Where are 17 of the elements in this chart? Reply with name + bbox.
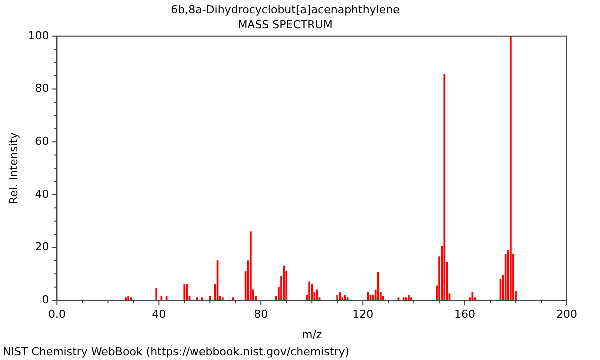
text: NIST Chemistry WebBook (https://webbook.nist.gov/chemistry)	[3, 345, 350, 358]
x-tick-label: 200	[556, 308, 578, 322]
y-tick-label: 20	[35, 240, 50, 254]
y-tick-label: 60	[35, 134, 50, 148]
x-axis-title: m/z	[302, 328, 322, 342]
x-tick-label: 160	[454, 308, 476, 322]
y-axis-title: Rel. Intensity	[7, 132, 20, 204]
chart-title: 6b,8a-Dihydrocyclobut[a]acenaphthylene	[171, 3, 400, 16]
x-tick-label: 0.0	[48, 308, 66, 322]
x-tick-label: 40	[152, 308, 166, 322]
x-tick-label: 80	[254, 308, 268, 322]
y-tick-label: 100	[28, 29, 50, 42]
y-tick-label: 80	[35, 82, 50, 96]
chart-subtitle: MASS SPECTRUM	[238, 18, 333, 32]
y-tick-label: 40	[35, 188, 50, 201]
x-tick-label: 120	[352, 308, 374, 322]
y-tick-label: 0	[42, 293, 50, 306]
